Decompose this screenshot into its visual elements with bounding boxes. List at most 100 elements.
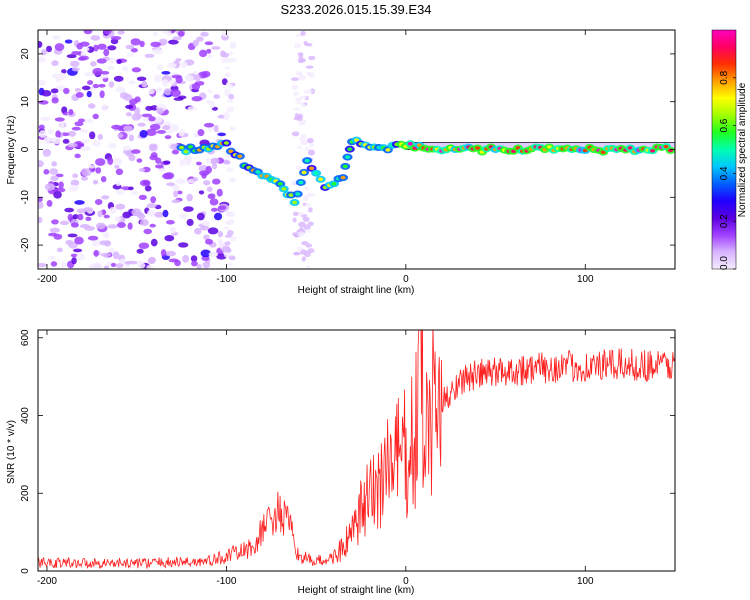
snr-x-tick-label: 0 (403, 576, 409, 587)
noise-blob (93, 249, 99, 257)
noise-blob (51, 161, 57, 167)
noise-blob (306, 192, 313, 198)
noise-blob (228, 51, 234, 56)
noise-blob (298, 54, 304, 59)
noise-blob (43, 169, 50, 175)
noise-blob (74, 236, 84, 245)
noise-blob (115, 263, 124, 269)
noise-blob (175, 58, 182, 62)
noise-blob (306, 228, 312, 233)
noise-blob (110, 35, 122, 41)
noise-blob (225, 167, 234, 172)
noise-blob (229, 84, 234, 89)
noise-blob (99, 90, 105, 99)
noise-blob (81, 176, 89, 181)
noise-blob (292, 217, 297, 223)
noise-blob (226, 229, 234, 236)
noise-blob (93, 44, 99, 52)
noise-blob (163, 88, 172, 96)
noise-blob (52, 35, 61, 40)
noise-blob (300, 30, 306, 36)
noise-blob (228, 255, 236, 261)
snr-y-tick-label: 200 (20, 484, 31, 501)
noise-blob (67, 142, 78, 148)
noise-blob (97, 83, 106, 88)
noise-blob (136, 158, 143, 163)
noise-blob (293, 251, 300, 256)
noise-blob (74, 88, 81, 92)
noise-blob (195, 74, 201, 83)
noise-blob (51, 219, 59, 225)
noise-blob (211, 163, 218, 170)
signal-core (309, 166, 315, 171)
noise-blob (108, 247, 116, 254)
noise-blob (209, 198, 219, 206)
noise-blob (301, 256, 306, 262)
signal-core (342, 164, 348, 169)
noise-blob (138, 262, 146, 269)
noise-blob (74, 121, 84, 127)
figure-title: S233.2026.015.15.39.E34 (280, 2, 431, 17)
spectrogram-content (38, 30, 675, 269)
noise-blob (145, 105, 153, 111)
noise-blob (155, 164, 164, 169)
noise-blob (170, 89, 181, 98)
noise-blob (190, 255, 198, 262)
colorbar-tick-label: 0.6 (719, 118, 730, 132)
noise-blob (164, 234, 175, 242)
noise-blob (229, 57, 237, 63)
noise-blob (173, 186, 180, 192)
noise-blob (212, 178, 221, 185)
snr-x-tick-label: -200 (37, 576, 57, 587)
signal-core (188, 145, 194, 149)
noise-blob (123, 125, 133, 132)
noise-blob (74, 200, 85, 205)
noise-blob (90, 61, 97, 67)
noise-blob (295, 101, 303, 105)
noise-blob (213, 124, 219, 133)
spectrogram-x-tick-label: 100 (577, 274, 594, 285)
noise-blob (177, 190, 183, 195)
noise-blob (293, 107, 301, 111)
noise-blob (38, 124, 45, 130)
noise-blob (213, 212, 223, 221)
noise-blob (221, 57, 231, 64)
signal-core (407, 141, 413, 146)
snr-x-ticks: -200 -100 0 100 (37, 330, 594, 587)
signal-core (295, 192, 301, 196)
noise-blob (297, 231, 305, 237)
noise-blob (211, 46, 221, 50)
noise-blob (92, 113, 99, 120)
snr-x-label: Height of straight line (km) (298, 585, 415, 596)
noise-blob (207, 89, 213, 94)
spectrogram-x-tick-label: -100 (216, 274, 236, 285)
signal-core (179, 145, 185, 150)
noise-blob (178, 129, 185, 137)
noise-blob (53, 233, 63, 240)
noise-blob (92, 67, 103, 76)
signal-core (304, 158, 310, 163)
noise-blob (120, 186, 131, 191)
noise-blob (51, 60, 59, 67)
noise-blob (97, 210, 103, 218)
noise-blob (168, 39, 179, 45)
noise-blob (122, 66, 129, 72)
noise-blob (306, 90, 313, 94)
spectrogram-y-tick-label: -20 (20, 237, 31, 252)
signal-core (663, 144, 669, 149)
noise-blob (304, 203, 311, 208)
noise-blob (79, 128, 89, 133)
noise-blob (207, 193, 216, 200)
noise-blob (206, 48, 212, 54)
noise-blob (204, 41, 214, 46)
noise-blob (227, 211, 234, 217)
noise-blob (296, 72, 303, 76)
colorbar-label: Normalized spectral amplitude (737, 82, 748, 217)
noise-blob (224, 234, 232, 238)
noise-blob (131, 67, 142, 73)
noise-blob (70, 253, 78, 258)
colorbar-ticks: 0.0 0.2 0.4 0.6 0.8 (719, 70, 736, 270)
noise-blob (138, 242, 150, 250)
noise-blob (208, 251, 218, 257)
noise-blob (131, 190, 139, 196)
